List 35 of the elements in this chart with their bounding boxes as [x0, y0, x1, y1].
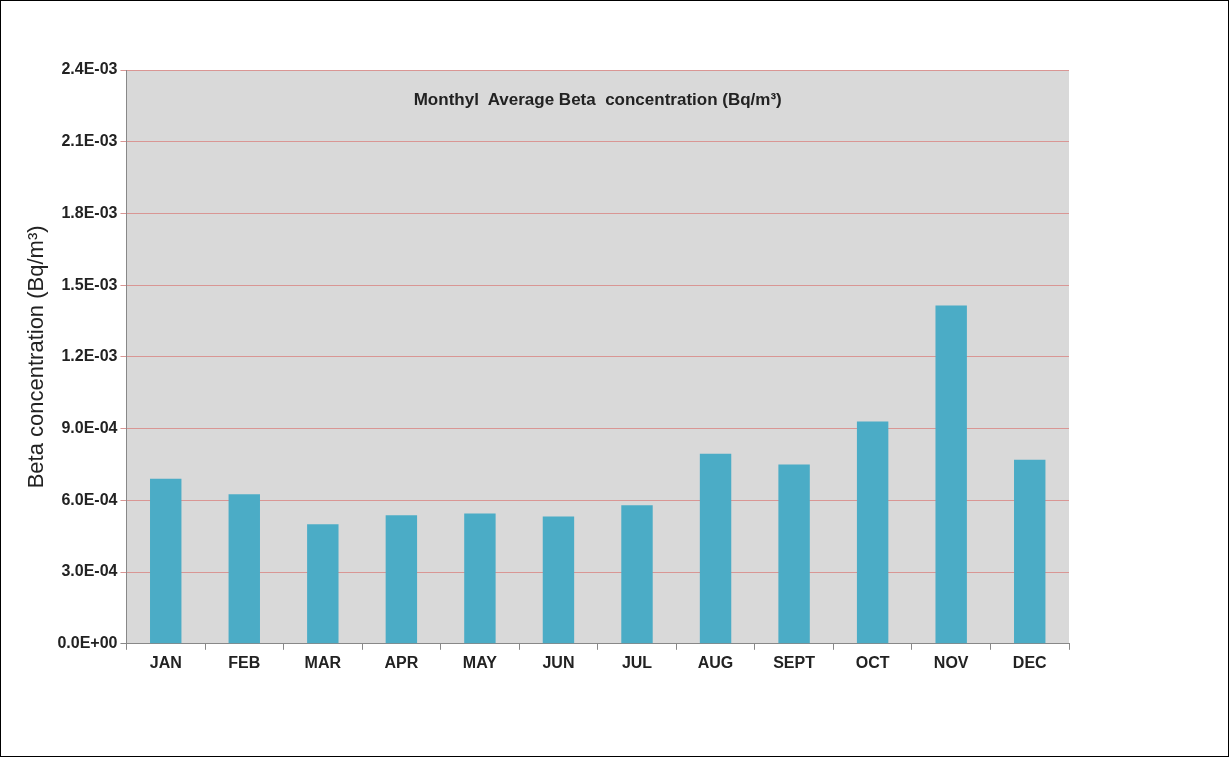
x-tick-label: AUG	[697, 653, 734, 671]
bar	[464, 513, 496, 644]
x-tick-label: MAY	[462, 653, 498, 671]
y-tick-label: 0.0E+00	[57, 634, 118, 652]
y-tick-label: 6.0E-04	[61, 490, 118, 508]
bar	[150, 478, 182, 644]
bar	[1014, 459, 1046, 644]
bar	[385, 515, 418, 644]
bar	[228, 494, 260, 644]
x-tick-label: FEB	[228, 653, 261, 671]
x-tick-label: JAN	[149, 653, 182, 671]
x-tick-label: OCT	[855, 653, 890, 671]
x-tick-label: APR	[384, 653, 419, 671]
bar	[778, 464, 810, 644]
y-axis-title: Beta concentration (Bq/m³)	[23, 225, 49, 489]
text: Monthyl Average Beta concentration (Bq/m³)	[413, 89, 782, 109]
x-tick-label: DEC	[1012, 653, 1048, 671]
bar	[699, 453, 732, 644]
x-tick-label: SEPT	[773, 653, 816, 671]
y-tick-label: 1.2E-03	[61, 347, 118, 365]
bar	[935, 305, 967, 644]
x-tick-label: NOV	[933, 653, 969, 671]
x-tick-label: JUN	[542, 653, 575, 671]
y-tick-label: 9.0E-04	[61, 419, 118, 437]
x-tick-label: JUL	[621, 653, 653, 671]
bar	[856, 421, 889, 644]
x-tick-label: MAR	[304, 653, 342, 671]
y-tick-label: 1.5E-03	[61, 275, 118, 293]
bar	[542, 516, 575, 644]
y-tick-label: 3.0E-04	[61, 562, 118, 580]
y-tick-label: 1.8E-03	[61, 203, 118, 221]
bar	[307, 524, 339, 644]
y-tick-label: 2.1E-03	[61, 132, 118, 150]
y-tick-label: 2.4E-03	[61, 60, 118, 78]
bar	[621, 505, 653, 644]
